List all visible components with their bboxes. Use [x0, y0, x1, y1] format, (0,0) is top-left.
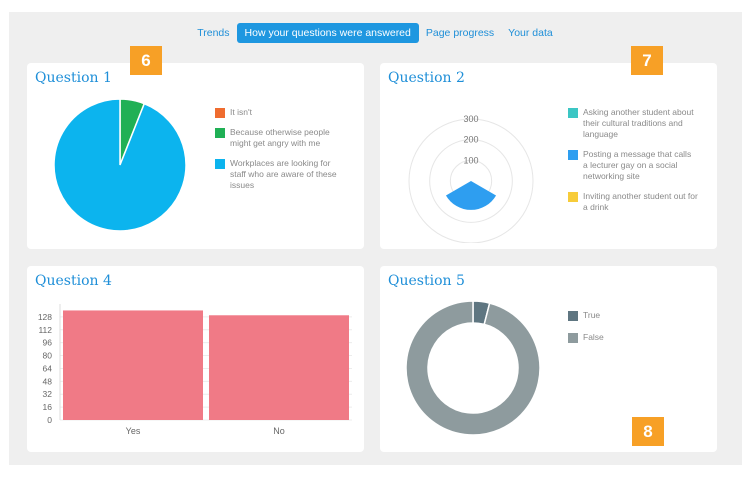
y-tick-label: 96	[43, 338, 53, 348]
polar-tick-label: 100	[463, 155, 478, 165]
bar[interactable]	[63, 310, 203, 420]
card-title: Question 4	[35, 273, 112, 289]
question-4-bar-chart: 0 16 32 48 64 80 96 112 128 Yes No	[38, 304, 352, 436]
legend-item[interactable]: Inviting another student out for a drink	[568, 191, 698, 213]
x-tick-label: Yes	[126, 426, 141, 436]
legend-item[interactable]: Asking another student about their cultu…	[568, 107, 698, 140]
polar-tick-label: 200	[463, 135, 478, 145]
tab-page-progress[interactable]: Page progress	[425, 27, 495, 39]
tab-your-data[interactable]: Your data	[508, 27, 553, 39]
question-2-legend: Asking another student about their cultu…	[568, 107, 698, 222]
legend-label: It isn't	[230, 107, 252, 117]
question-5-card: Question 5 True False	[380, 266, 717, 452]
legend-item[interactable]: It isn't	[215, 107, 340, 118]
card-title: Question 1	[35, 70, 112, 86]
legend-label: Workplaces are looking for staff who are…	[230, 158, 337, 190]
legend-label: Posting a message that calls a lecturer …	[583, 149, 692, 181]
legend-item[interactable]: True	[568, 310, 688, 321]
tab-bar: Trends How your questions were answered …	[0, 23, 750, 43]
bar[interactable]	[209, 315, 349, 420]
legend-label: True	[583, 310, 601, 320]
question-4-card: Question 4 0 16 32 48 64 80 96 112 128 Yes No	[27, 266, 364, 452]
question-2-card: Question 2 100 200 300 Asking another stud…	[380, 63, 717, 249]
legend-label: False	[583, 332, 604, 342]
question-1-legend: It isn't Because otherwise people might …	[215, 107, 340, 200]
question-2-polar-chart: 100 200 300	[408, 114, 534, 243]
question-1-card: Question 1 It isn't Because otherwise pe…	[27, 63, 364, 249]
donut-segment[interactable]	[405, 300, 541, 436]
tab-trends[interactable]: Trends	[197, 27, 230, 39]
step-badge: 8	[632, 417, 664, 446]
card-title: Question 2	[388, 70, 465, 86]
y-tick-label: 64	[43, 363, 53, 373]
legend-item[interactable]: False	[568, 332, 688, 343]
legend-swatch	[568, 108, 578, 118]
polar-gridline	[429, 139, 513, 223]
legend-swatch	[215, 108, 225, 118]
y-tick-label: 16	[43, 402, 53, 412]
polar-segment[interactable]	[445, 181, 497, 210]
legend-label: Inviting another student out for a drink	[583, 191, 698, 212]
y-tick-label: 0	[47, 415, 52, 425]
x-tick-label: No	[273, 426, 285, 436]
legend-swatch	[568, 150, 578, 160]
legend-swatch	[215, 159, 225, 169]
step-badge: 7	[631, 46, 663, 75]
legend-label: Asking another student about their cultu…	[583, 107, 694, 139]
legend-label: Because otherwise people might get angry…	[230, 127, 330, 148]
legend-item[interactable]: Because otherwise people might get angry…	[215, 127, 340, 149]
polar-gridline	[408, 118, 534, 243]
legend-swatch	[568, 192, 578, 202]
question-5-legend: True False	[568, 310, 688, 352]
y-tick-label: 112	[38, 325, 52, 335]
card-title: Question 5	[388, 273, 465, 289]
step-badge: 6	[130, 46, 162, 75]
pie-slice[interactable]	[53, 98, 187, 232]
tab-how-answered[interactable]: How your questions were answered	[236, 23, 419, 43]
y-tick-label: 32	[43, 389, 53, 399]
legend-swatch	[568, 333, 578, 343]
question-1-pie-chart	[53, 98, 187, 232]
y-tick-label: 48	[43, 376, 53, 386]
legend-swatch	[215, 128, 225, 138]
y-tick-label: 128	[38, 312, 52, 322]
legend-swatch	[568, 311, 578, 321]
legend-item[interactable]: Posting a message that calls a lecturer …	[568, 149, 698, 182]
legend-item[interactable]: Workplaces are looking for staff who are…	[215, 158, 340, 191]
y-tick-label: 80	[43, 351, 53, 361]
question-5-donut-chart	[405, 300, 541, 436]
polar-tick-label: 300	[463, 114, 478, 124]
